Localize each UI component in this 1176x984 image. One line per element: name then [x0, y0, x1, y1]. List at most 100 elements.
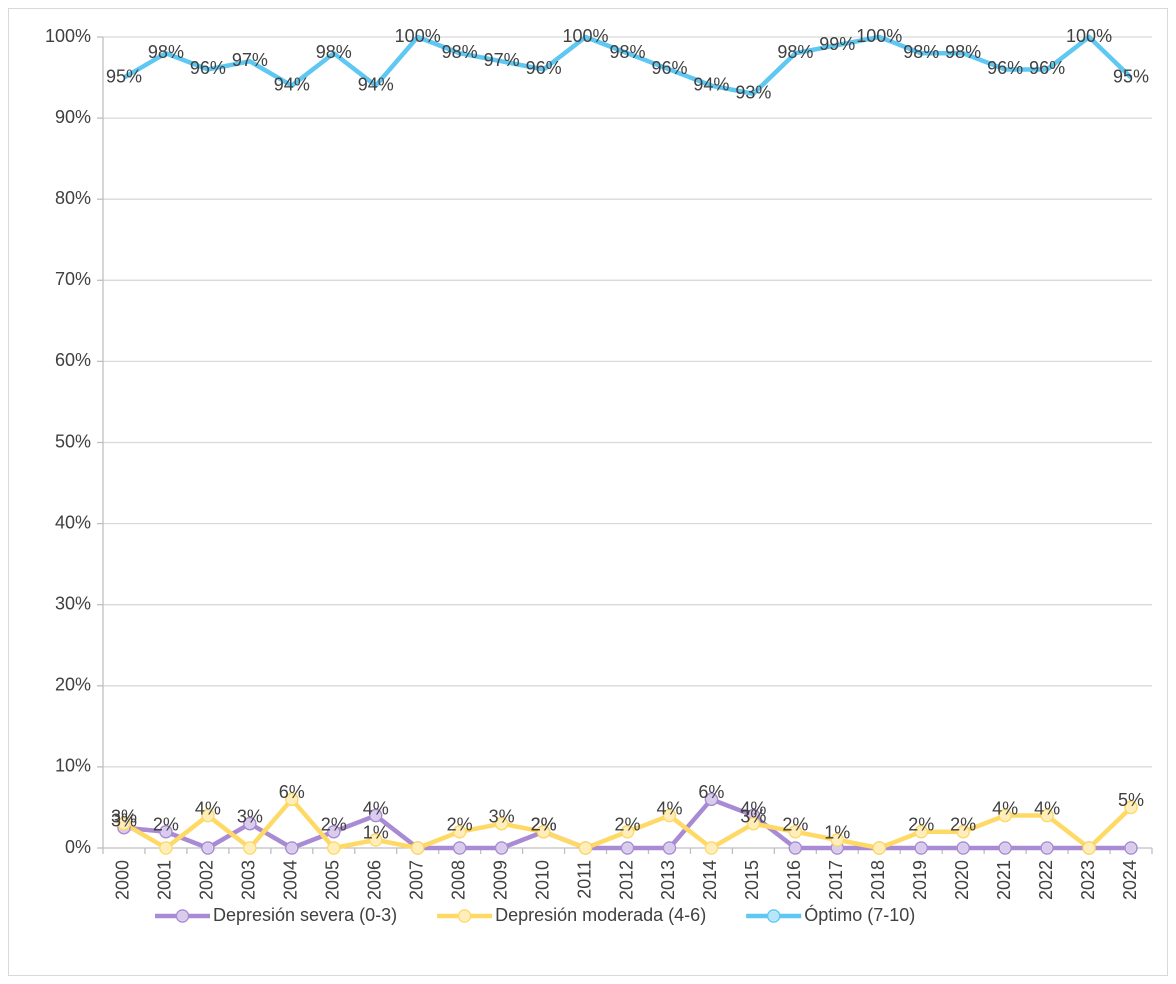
x-tick-label: 2020 — [952, 860, 972, 900]
data-label: 98% — [903, 42, 939, 62]
x-tick-label: 2006 — [364, 860, 384, 900]
marker-fill — [118, 818, 129, 829]
marker-fill — [790, 826, 801, 837]
x-tick-label: 2023 — [1078, 860, 1098, 900]
data-label: 3% — [740, 806, 766, 826]
marker — [998, 808, 1012, 823]
legend-marker-fill — [459, 911, 470, 921]
marker — [494, 841, 509, 855]
marker-fill — [622, 843, 633, 853]
marker-fill — [286, 794, 297, 805]
marker — [368, 833, 383, 847]
data-label: 100% — [563, 26, 609, 46]
marker — [872, 841, 887, 855]
marker — [914, 825, 928, 839]
marker — [327, 825, 341, 839]
data-label: 94% — [358, 74, 394, 94]
marker — [662, 841, 677, 855]
marker — [243, 841, 257, 855]
x-tick-label: 2000 — [113, 860, 133, 900]
marker-fill — [958, 843, 969, 853]
marker — [494, 816, 509, 831]
marker-fill — [1042, 810, 1053, 821]
marker — [1040, 808, 1054, 823]
marker-fill — [244, 818, 255, 829]
data-label: 100% — [1066, 26, 1112, 46]
marker — [452, 841, 467, 855]
data-label: 4% — [1034, 798, 1060, 818]
marker-fill — [832, 834, 843, 845]
marker — [285, 841, 299, 855]
marker-fill — [664, 810, 675, 821]
marker-fill — [1000, 843, 1011, 853]
marker-fill — [1084, 843, 1095, 853]
data-label: 96% — [1029, 58, 1065, 78]
y-tick-label: 20% — [55, 675, 91, 695]
marker-fill — [370, 810, 381, 821]
legend-label: Depresión moderada (4-6) — [495, 905, 706, 925]
marker-fill — [538, 826, 549, 837]
data-label: 95% — [106, 66, 142, 86]
marker-fill — [160, 843, 171, 853]
marker — [788, 825, 803, 839]
x-tick-label: 2016 — [784, 860, 804, 900]
marker-fill — [454, 826, 465, 837]
data-label: 2% — [531, 815, 557, 835]
marker — [956, 825, 970, 839]
marker-fill — [370, 834, 381, 845]
data-label: 100% — [395, 26, 441, 46]
x-tick-label: 2022 — [1036, 860, 1056, 900]
marker — [243, 816, 257, 831]
marker — [1124, 800, 1138, 815]
data-label: 3% — [489, 806, 515, 826]
x-tick-label: 2015 — [742, 860, 762, 900]
marker — [327, 841, 341, 855]
data-label: 1% — [363, 823, 389, 843]
y-tick-label: 10% — [55, 756, 91, 776]
marker-fill — [916, 843, 927, 853]
y-tick-label: 30% — [55, 593, 91, 613]
data-label: 98% — [148, 42, 184, 62]
marker — [620, 841, 635, 855]
marker — [201, 808, 215, 823]
marker — [1040, 841, 1054, 855]
data-label: 2% — [614, 815, 640, 835]
data-label: 99% — [819, 34, 855, 54]
x-tick-label: 2018 — [868, 860, 888, 900]
data-label: 96% — [190, 58, 226, 78]
data-label: 98% — [945, 42, 981, 62]
marker-fill — [1000, 810, 1011, 821]
marker — [914, 841, 928, 855]
marker — [704, 841, 719, 855]
marker-fill — [328, 843, 339, 853]
marker-fill — [202, 810, 213, 821]
marker-fill — [1042, 843, 1053, 853]
data-label: 2% — [153, 815, 179, 835]
legend-label: Óptimo (7-10) — [804, 904, 915, 925]
x-tick-label: 2014 — [700, 860, 720, 900]
marker-fill — [412, 843, 423, 853]
data-label: 4% — [656, 798, 682, 818]
legend-marker — [175, 909, 190, 923]
marker-fill — [706, 843, 717, 853]
y-tick-label: 50% — [55, 431, 91, 451]
x-tick-label: 2008 — [448, 860, 468, 900]
x-tick-label: 2004 — [281, 860, 301, 900]
data-label: 100% — [856, 26, 902, 46]
x-tick-label: 2009 — [490, 860, 510, 900]
marker — [830, 833, 845, 847]
marker — [159, 841, 173, 855]
marker-fill — [748, 818, 759, 829]
y-tick-label: 90% — [55, 107, 91, 127]
marker — [117, 816, 131, 831]
x-tick-label: 2007 — [406, 860, 426, 900]
marker-fill — [160, 826, 171, 837]
series-line — [122, 34, 1133, 97]
marker-fill — [328, 826, 339, 837]
marker-fill — [286, 843, 297, 853]
data-label: 5% — [1118, 790, 1144, 810]
data-label: 2% — [531, 815, 557, 835]
y-tick-label: 40% — [55, 512, 91, 532]
data-label: 3% — [237, 806, 263, 826]
